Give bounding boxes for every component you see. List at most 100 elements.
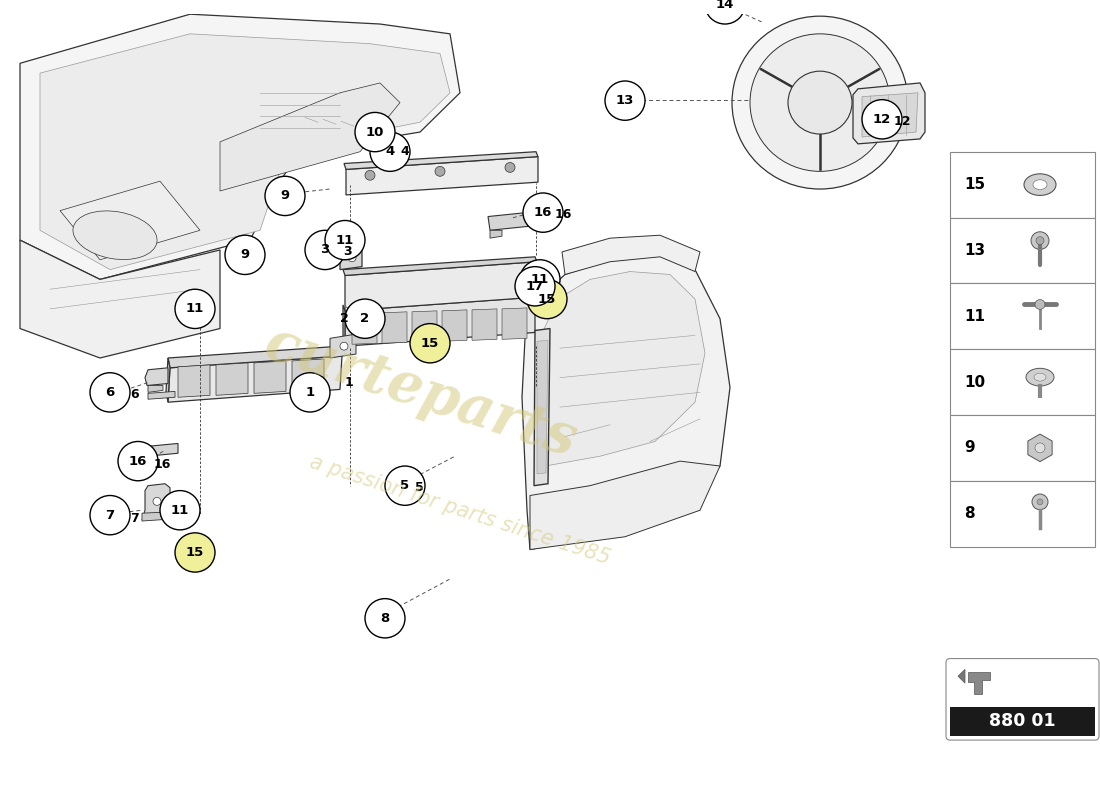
Bar [950,349,1094,415]
Ellipse shape [1035,443,1045,453]
Circle shape [385,466,425,506]
Circle shape [118,442,158,481]
Polygon shape [40,34,450,270]
Text: 4: 4 [385,146,395,158]
Circle shape [370,132,410,171]
Polygon shape [538,271,705,466]
Text: curteparts: curteparts [257,316,583,469]
Circle shape [175,290,214,329]
Polygon shape [168,346,342,368]
Polygon shape [345,262,537,311]
Text: 15: 15 [538,293,557,306]
Polygon shape [382,312,407,343]
Polygon shape [20,14,460,279]
Circle shape [788,71,853,134]
FancyBboxPatch shape [946,658,1099,740]
Bar [950,706,1094,736]
Circle shape [355,113,395,152]
Text: 11: 11 [531,273,549,286]
Polygon shape [352,313,377,344]
Circle shape [340,342,348,350]
Text: 2: 2 [361,312,370,325]
Polygon shape [530,461,720,550]
Circle shape [410,324,450,363]
Circle shape [705,0,745,24]
Text: 7: 7 [106,509,114,522]
Ellipse shape [1026,368,1054,386]
Polygon shape [142,484,170,520]
Text: 10: 10 [964,374,986,390]
Polygon shape [345,297,535,346]
Ellipse shape [1035,299,1045,310]
Polygon shape [968,672,990,694]
Text: 9: 9 [241,248,250,262]
Ellipse shape [1033,180,1047,190]
Circle shape [265,176,305,215]
Ellipse shape [1034,374,1046,381]
Bar [950,152,1094,218]
Text: 8: 8 [964,506,975,521]
Circle shape [175,533,214,572]
Text: 1: 1 [306,386,315,399]
Polygon shape [490,230,502,238]
Polygon shape [442,310,468,342]
Circle shape [365,170,375,180]
Circle shape [884,109,896,120]
Bar [950,218,1094,283]
Circle shape [324,221,365,260]
Polygon shape [216,363,248,395]
Polygon shape [488,213,528,230]
Circle shape [226,235,265,274]
Ellipse shape [1031,232,1049,250]
Polygon shape [254,361,286,394]
Polygon shape [220,83,400,191]
Circle shape [605,81,645,120]
Text: 15: 15 [186,546,205,559]
Ellipse shape [1036,237,1044,245]
Circle shape [305,230,345,270]
Text: 3: 3 [320,243,330,257]
Polygon shape [168,356,342,402]
Polygon shape [60,181,200,260]
Polygon shape [852,83,925,144]
Text: 880 01: 880 01 [989,713,1056,730]
Circle shape [505,162,515,172]
Text: 14: 14 [716,0,734,11]
Text: 9: 9 [280,190,289,202]
Circle shape [522,193,563,232]
Text: 9: 9 [964,440,975,455]
Polygon shape [145,368,168,386]
Bar [950,481,1094,546]
Text: a passion for parts since 1985: a passion for parts since 1985 [307,452,613,569]
Circle shape [90,495,130,534]
Ellipse shape [1024,174,1056,195]
Circle shape [862,100,902,139]
Circle shape [160,490,200,530]
Polygon shape [522,255,730,550]
Polygon shape [562,235,700,274]
Text: 5: 5 [415,481,424,494]
Text: 4: 4 [400,146,409,158]
Text: 13: 13 [616,94,635,107]
Polygon shape [472,309,497,340]
Circle shape [153,498,161,506]
Text: 7: 7 [130,511,139,525]
Polygon shape [343,257,537,275]
Polygon shape [502,308,527,339]
Text: 6: 6 [130,388,139,401]
Polygon shape [20,240,220,358]
Text: 1: 1 [345,376,354,389]
Text: 2: 2 [340,312,349,325]
Circle shape [732,16,907,189]
Text: 5: 5 [400,479,409,492]
Polygon shape [412,311,437,342]
Polygon shape [166,358,170,402]
Circle shape [520,260,560,299]
Polygon shape [142,511,185,521]
Bar [950,283,1094,349]
Text: 12: 12 [873,113,891,126]
Text: 16: 16 [556,208,572,221]
Circle shape [348,236,356,244]
Text: 11: 11 [186,302,205,315]
Polygon shape [346,157,538,195]
